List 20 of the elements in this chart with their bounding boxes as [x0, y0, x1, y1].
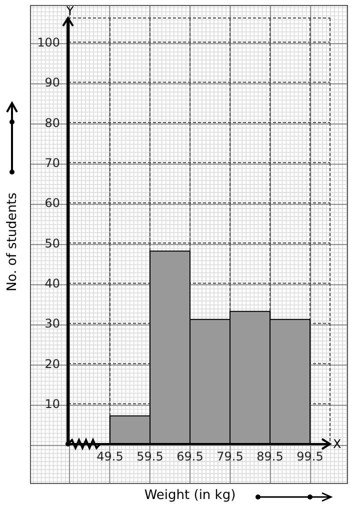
- x-tick-label: 69.5: [176, 450, 204, 464]
- x-tick-label: 89.5: [256, 450, 284, 464]
- text: X: [333, 437, 342, 451]
- y-axis-title: No. of students: [5, 192, 20, 292]
- y-tick-label: 70: [44, 156, 60, 170]
- y-tick-label: 40: [44, 276, 60, 291]
- y-tick-label: 60: [44, 196, 60, 210]
- text: Y: [65, 4, 74, 18]
- x-tick-label: 79.5: [216, 450, 244, 464]
- y-tick-label: 20: [44, 356, 60, 371]
- y-tick-label: 80: [44, 116, 60, 130]
- x-axis-title: Weight (in kg): [144, 488, 236, 503]
- y-tick-label: 10: [44, 397, 60, 412]
- y-tick-label: 100: [37, 35, 60, 50]
- y-tick-label: 30: [44, 316, 60, 331]
- y-tick-label: 50: [44, 236, 60, 250]
- x-tick-label: 99.5: [296, 450, 324, 464]
- y-tick-label: 90: [44, 76, 60, 90]
- x-tick-label: 59.5: [136, 450, 164, 464]
- x-tick-label: 49.5: [96, 450, 124, 464]
